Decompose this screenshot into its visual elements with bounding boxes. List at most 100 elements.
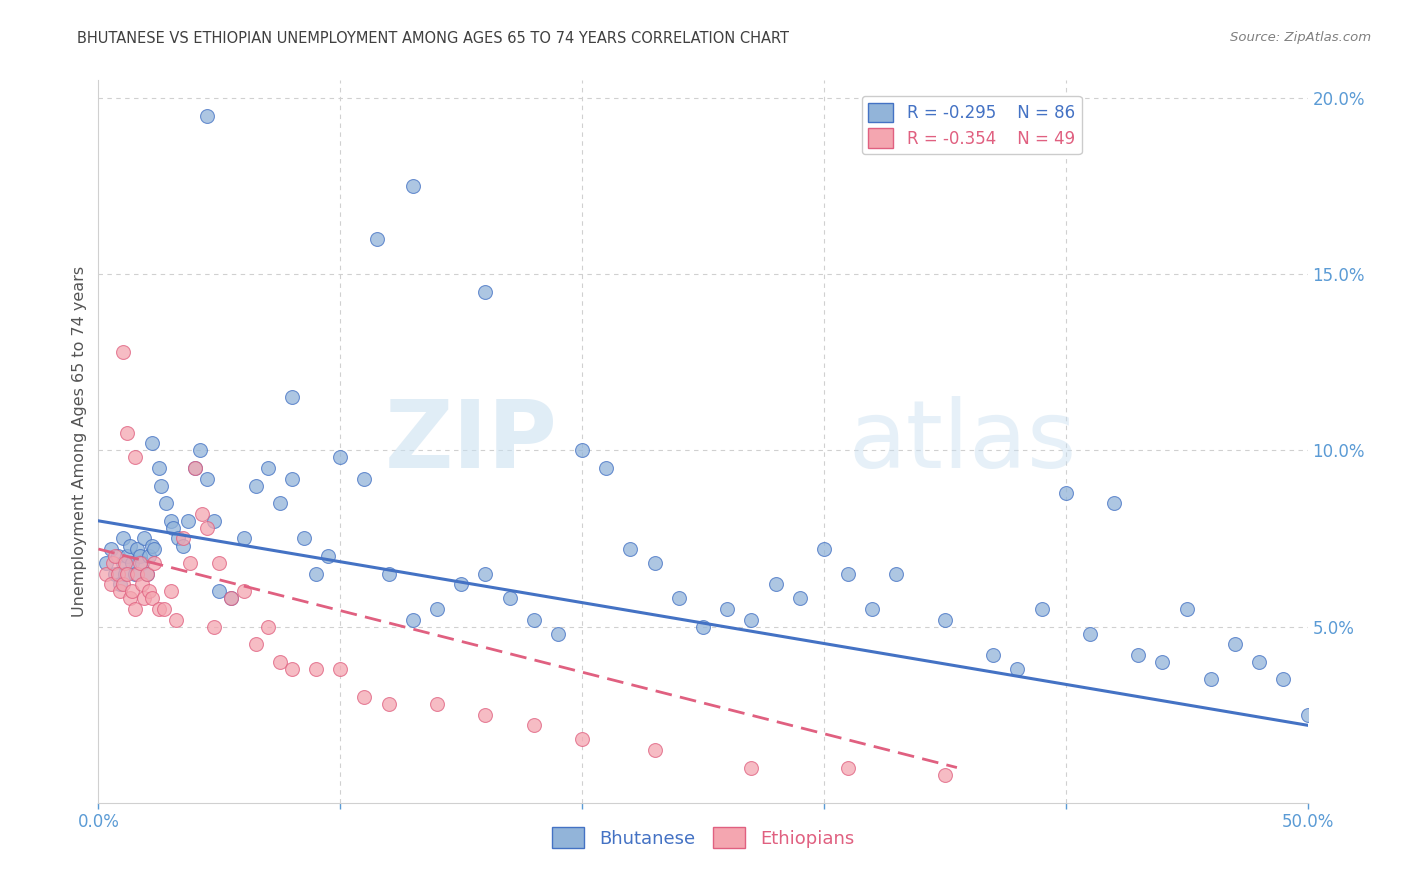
Point xyxy=(94,566,117,581)
Point xyxy=(377,566,399,581)
Point xyxy=(114,556,136,570)
Point xyxy=(305,662,328,676)
Point xyxy=(143,556,166,570)
Y-axis label: Unemployment Among Ages 65 to 74 years: Unemployment Among Ages 65 to 74 years xyxy=(72,266,87,617)
Point xyxy=(281,662,304,676)
Point xyxy=(377,697,399,711)
Point xyxy=(118,539,141,553)
Point xyxy=(595,461,617,475)
Point xyxy=(148,461,170,475)
Point xyxy=(305,566,328,581)
Point xyxy=(108,584,131,599)
Point xyxy=(837,566,859,581)
Point xyxy=(179,556,201,570)
Point xyxy=(131,556,153,570)
Point xyxy=(184,461,207,475)
Point xyxy=(1054,485,1077,500)
Point xyxy=(101,556,124,570)
Point xyxy=(111,344,134,359)
Point xyxy=(547,626,569,640)
Point xyxy=(353,690,375,704)
Point xyxy=(160,514,183,528)
Point xyxy=(152,602,174,616)
Point xyxy=(204,514,226,528)
Point xyxy=(117,549,139,563)
Point xyxy=(108,577,131,591)
Point xyxy=(104,549,127,563)
Point xyxy=(221,591,243,606)
Point xyxy=(765,577,787,591)
Point xyxy=(426,602,449,616)
Point xyxy=(124,450,146,465)
Point xyxy=(232,584,254,599)
Point xyxy=(402,613,425,627)
Text: Source: ZipAtlas.com: Source: ZipAtlas.com xyxy=(1230,31,1371,45)
Point xyxy=(121,556,143,570)
Point xyxy=(134,591,156,606)
Point xyxy=(94,556,117,570)
Point xyxy=(1078,626,1101,640)
Point xyxy=(117,425,139,440)
Point xyxy=(127,542,149,557)
Point xyxy=(148,602,170,616)
Point xyxy=(571,443,593,458)
Point xyxy=(208,584,231,599)
Point xyxy=(162,521,184,535)
Point xyxy=(184,461,207,475)
Point xyxy=(886,566,908,581)
Point xyxy=(256,461,278,475)
Point xyxy=(1272,673,1295,687)
Point xyxy=(195,109,218,123)
Point xyxy=(1175,602,1198,616)
Point xyxy=(1007,662,1029,676)
Point xyxy=(177,514,200,528)
Point xyxy=(860,602,883,616)
Point xyxy=(111,532,134,546)
Point xyxy=(167,532,190,546)
Point xyxy=(523,718,546,732)
Point xyxy=(232,532,254,546)
Point xyxy=(195,521,218,535)
Point xyxy=(981,648,1004,662)
Point xyxy=(245,637,267,651)
Point xyxy=(138,549,160,563)
Point xyxy=(329,662,352,676)
Point xyxy=(813,542,835,557)
Legend: Bhutanese, Ethiopians: Bhutanese, Ethiopians xyxy=(544,820,862,855)
Point xyxy=(292,532,315,546)
Point xyxy=(107,566,129,581)
Point xyxy=(934,767,956,781)
Point xyxy=(138,584,160,599)
Point xyxy=(107,549,129,563)
Point xyxy=(114,566,136,581)
Point xyxy=(135,566,157,581)
Point xyxy=(141,436,163,450)
Point xyxy=(188,443,211,458)
Point xyxy=(191,507,214,521)
Point xyxy=(134,532,156,546)
Point xyxy=(668,591,690,606)
Point xyxy=(644,743,666,757)
Point xyxy=(281,391,304,405)
Point xyxy=(523,613,546,627)
Point xyxy=(450,577,472,591)
Point xyxy=(1199,673,1222,687)
Point xyxy=(789,591,811,606)
Point xyxy=(124,566,146,581)
Point xyxy=(498,591,520,606)
Text: ZIP: ZIP xyxy=(385,395,558,488)
Point xyxy=(165,613,187,627)
Point xyxy=(127,566,149,581)
Point xyxy=(111,577,134,591)
Point xyxy=(100,577,122,591)
Point xyxy=(104,566,127,581)
Point xyxy=(155,496,177,510)
Point xyxy=(1223,637,1246,651)
Point xyxy=(716,602,738,616)
Point xyxy=(353,471,375,485)
Point xyxy=(128,556,150,570)
Point xyxy=(644,556,666,570)
Point xyxy=(172,539,194,553)
Point xyxy=(329,450,352,465)
Point xyxy=(474,566,496,581)
